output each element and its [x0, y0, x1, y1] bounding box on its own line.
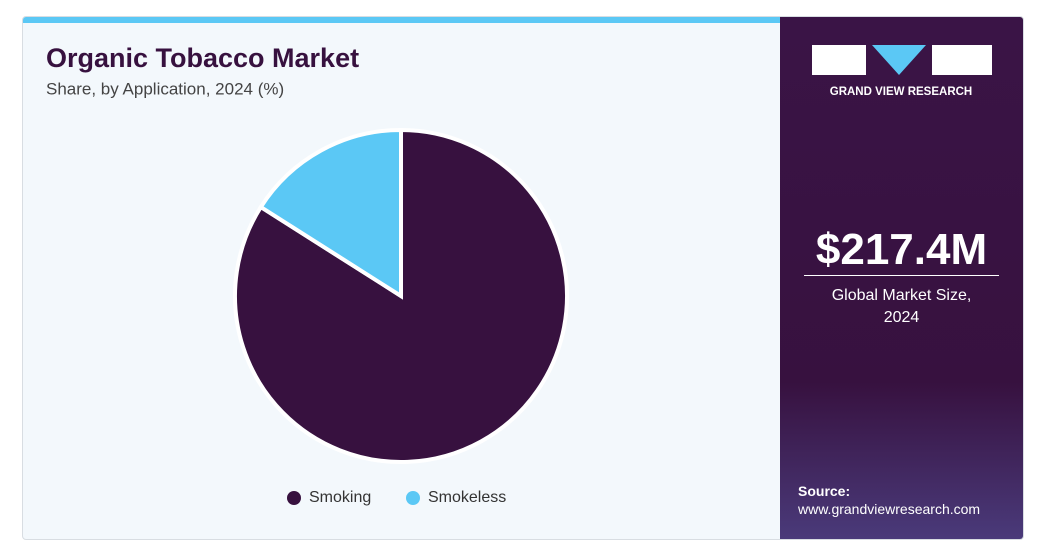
chart: Organic Tobacco Market Share, by Applica… [46, 43, 569, 506]
legend-marker [287, 491, 301, 505]
legend-marker [406, 491, 420, 505]
legend-label: Smokeless [428, 489, 506, 506]
top-bar [23, 17, 780, 23]
chart-title: Organic Tobacco Market [46, 43, 359, 73]
source-label: Source: [798, 483, 851, 499]
logo-block [872, 45, 926, 75]
logo-block [812, 45, 866, 75]
source-url: www.grandviewresearch.com [798, 501, 981, 517]
logo: GRAND VIEW RESEARCH [812, 45, 992, 98]
market-size: $217.4M [815, 225, 988, 274]
side-panel: GRAND VIEW RESEARCH $217.4M Global Marke… [780, 17, 1023, 539]
divider [804, 275, 999, 276]
card: Organic Tobacco Market Share, by Applica… [22, 16, 1024, 540]
brand: GRAND VIEW RESEARCH [830, 86, 972, 98]
logo-block [932, 45, 992, 75]
chart-subtitle: Share, by Application, 2024 (%) [46, 79, 284, 98]
market-label: Global Market Size, 2024 [831, 287, 972, 326]
pie-slice [258, 127, 403, 300]
legend-label: Smoking [309, 489, 371, 506]
